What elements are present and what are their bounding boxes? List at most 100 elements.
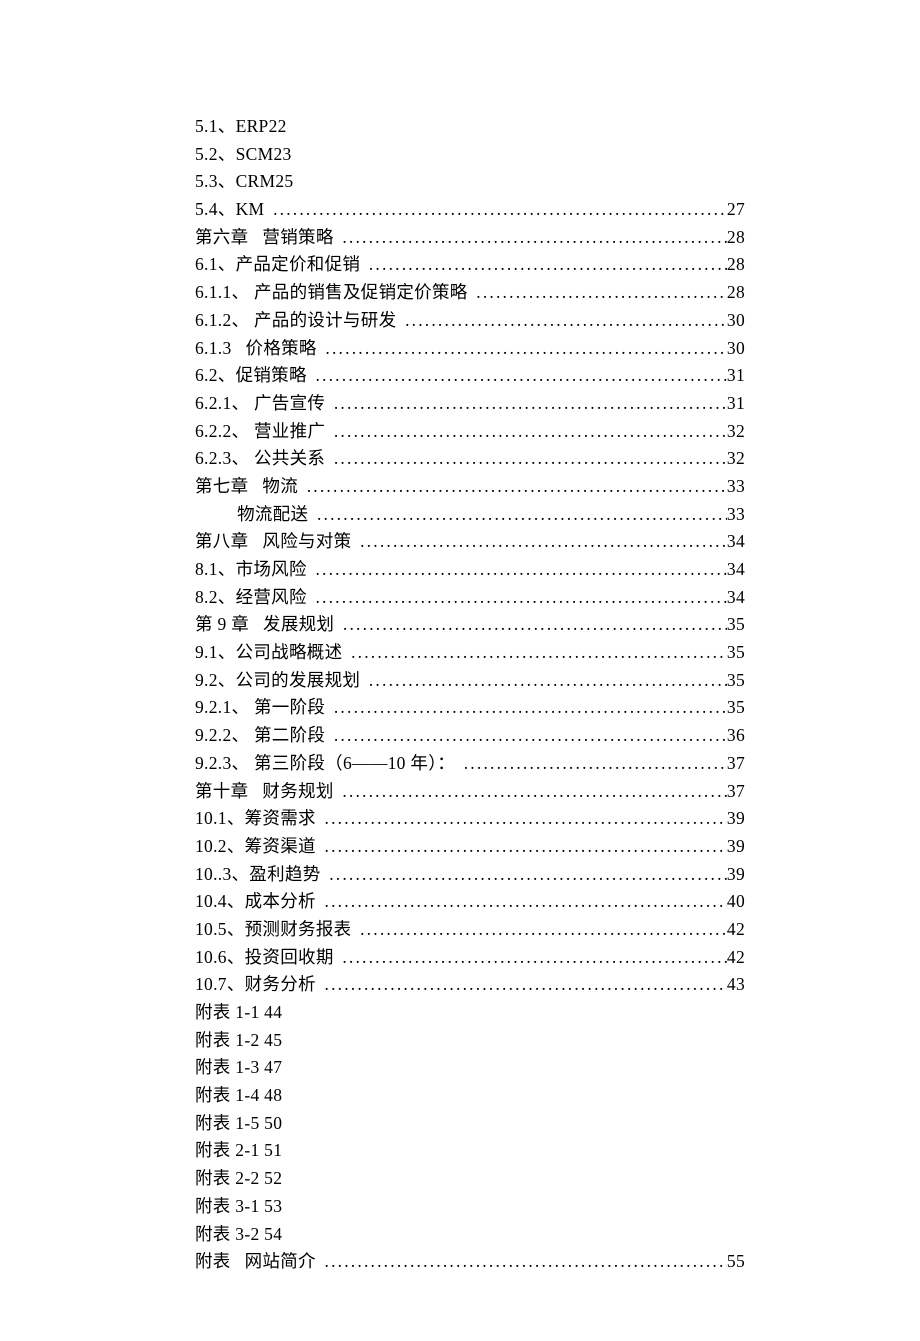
toc-entry: 9.2、公司的发展规划 35 <box>195 672 745 690</box>
toc-page-number: 42 <box>727 949 745 967</box>
toc-entry: 6.2、促销策略 31 <box>195 367 745 385</box>
toc-label: 10.2、筹资渠道 <box>195 838 321 856</box>
toc-leader-dots <box>325 866 727 884</box>
toc-page-number: 55 <box>727 1253 745 1271</box>
toc-page-number: 31 <box>727 395 745 413</box>
toc-label: 6.1.1、 产品的销售及促销定价策略 <box>195 284 472 302</box>
toc-label: 5.4、KM <box>195 201 269 219</box>
toc-leader-dots <box>347 644 727 662</box>
toc-label: 6.1.3 价格策略 <box>195 340 321 358</box>
toc-leader-dots <box>338 783 727 801</box>
toc-page-number: 40 <box>727 893 745 911</box>
toc-leader-dots <box>321 976 727 994</box>
toc-label: 第八章 风险与对策 <box>195 533 356 551</box>
toc-leader-dots <box>311 561 726 579</box>
toc-entry: 10.4、成本分析 40 <box>195 893 745 911</box>
toc-label: 第六章 营销策略 <box>195 229 338 247</box>
toc-page-number: 34 <box>727 533 745 551</box>
toc-page-number: 33 <box>727 478 745 496</box>
toc-entry: 附表 网站简介 55 <box>195 1253 745 1271</box>
toc-leader-dots <box>338 949 727 967</box>
toc-leader-dots <box>365 256 727 274</box>
toc-leader-dots <box>321 1253 727 1271</box>
toc-page-number: 27 <box>727 201 745 219</box>
toc-label: 8.2、经营风险 <box>195 589 311 607</box>
toc-label: 9.2.2、 第二阶段 <box>195 727 330 745</box>
toc-label: 第七章 物流 <box>195 478 303 496</box>
toc-entry: 8.2、经营风险 34 <box>195 589 745 607</box>
toc-entry: 6.1、产品定价和促销 28 <box>195 256 745 274</box>
toc-leader-dots <box>338 229 727 247</box>
toc-leader-dots <box>313 506 727 524</box>
toc-entry: 10.5、预测财务报表 42 <box>195 921 745 939</box>
toc-entry: 6.1.3 价格策略 30 <box>195 340 745 358</box>
toc-entry: 附表 2-2 52 <box>195 1170 745 1188</box>
toc-entry: 6.2.2、 营业推广 32 <box>195 423 745 441</box>
toc-leader-dots <box>460 755 727 773</box>
toc-label: 10.7、财务分析 <box>195 976 321 994</box>
toc-page-number: 36 <box>727 727 745 745</box>
toc-leader-dots <box>321 340 726 358</box>
toc-page-number: 32 <box>727 450 745 468</box>
toc-page-number: 43 <box>727 976 745 994</box>
toc-entry: 第六章 营销策略 28 <box>195 229 745 247</box>
toc-label: 10.4、成本分析 <box>195 893 321 911</box>
toc-leader-dots <box>330 395 727 413</box>
toc-entry: 5.4、KM 27 <box>195 201 745 219</box>
toc-leader-dots <box>321 838 727 856</box>
toc-page-number: 35 <box>727 672 745 690</box>
document-page: 5.1、ERP225.2、SCM235.3、CRM255.4、KM 27第六章 … <box>0 0 920 1341</box>
toc-label: 6.1.2、 产品的设计与研发 <box>195 312 401 330</box>
toc-leader-dots <box>330 699 727 717</box>
toc-page-number: 28 <box>727 229 745 247</box>
toc-page-number: 37 <box>727 783 745 801</box>
toc-page-number: 28 <box>727 256 745 274</box>
toc-entry: 10..3、盈利趋势 39 <box>195 866 745 884</box>
toc-page-number: 35 <box>727 699 745 717</box>
toc-entry: 10.6、投资回收期 42 <box>195 949 745 967</box>
toc-entry: 第八章 风险与对策 34 <box>195 533 745 551</box>
toc-page-number: 39 <box>727 838 745 856</box>
toc-label: 第十章 财务规划 <box>195 783 338 801</box>
toc-label: 6.2.2、 营业推广 <box>195 423 330 441</box>
toc-entry: 附表 1-1 44 <box>195 1004 745 1022</box>
toc-leader-dots <box>339 616 727 634</box>
toc-page-number: 35 <box>727 616 745 634</box>
toc-label: 附表 网站简介 <box>195 1253 321 1271</box>
toc-label: 9.1、公司战略概述 <box>195 644 347 662</box>
toc-label: 10.1、筹资需求 <box>195 810 321 828</box>
toc-entry: 10.2、筹资渠道 39 <box>195 838 745 856</box>
table-of-contents: 5.1、ERP225.2、SCM235.3、CRM255.4、KM 27第六章 … <box>195 118 745 1271</box>
toc-label: 10.5、预测财务报表 <box>195 921 356 939</box>
toc-leader-dots <box>321 893 727 911</box>
toc-label: 6.2.1、 广告宣传 <box>195 395 330 413</box>
toc-entry: 附表 2-1 51 <box>195 1142 745 1160</box>
toc-entry: 附表 1-2 45 <box>195 1032 745 1050</box>
toc-entry: 第十章 财务规划 37 <box>195 783 745 801</box>
toc-page-number: 39 <box>727 810 745 828</box>
toc-entry: 6.1.1、 产品的销售及促销定价策略 28 <box>195 284 745 302</box>
toc-page-number: 30 <box>727 340 745 358</box>
toc-leader-dots <box>330 727 727 745</box>
toc-entry: 附表 1-4 48 <box>195 1087 745 1105</box>
toc-entry: 9.1、公司战略概述 35 <box>195 644 745 662</box>
toc-label: 9.2.1、 第一阶段 <box>195 699 330 717</box>
toc-entry: 第 9 章 发展规划 35 <box>195 616 745 634</box>
toc-label: 6.2.3、 公共关系 <box>195 450 330 468</box>
toc-label: 10.6、投资回收期 <box>195 949 338 967</box>
toc-page-number: 32 <box>727 423 745 441</box>
toc-leader-dots <box>303 478 727 496</box>
toc-entry: 附表 1-5 50 <box>195 1115 745 1133</box>
toc-page-number: 31 <box>727 367 745 385</box>
toc-leader-dots <box>330 423 727 441</box>
toc-leader-dots <box>311 367 726 385</box>
toc-label: 6.1、产品定价和促销 <box>195 256 365 274</box>
toc-page-number: 33 <box>727 506 745 524</box>
toc-entry: 附表 3-2 54 <box>195 1226 745 1244</box>
toc-entry: 附表 3-1 53 <box>195 1198 745 1216</box>
toc-entry: 5.3、CRM25 <box>195 173 745 191</box>
toc-entry: 第七章 物流 33 <box>195 478 745 496</box>
toc-leader-dots <box>365 672 727 690</box>
toc-leader-dots <box>356 533 727 551</box>
toc-page-number: 35 <box>727 644 745 662</box>
